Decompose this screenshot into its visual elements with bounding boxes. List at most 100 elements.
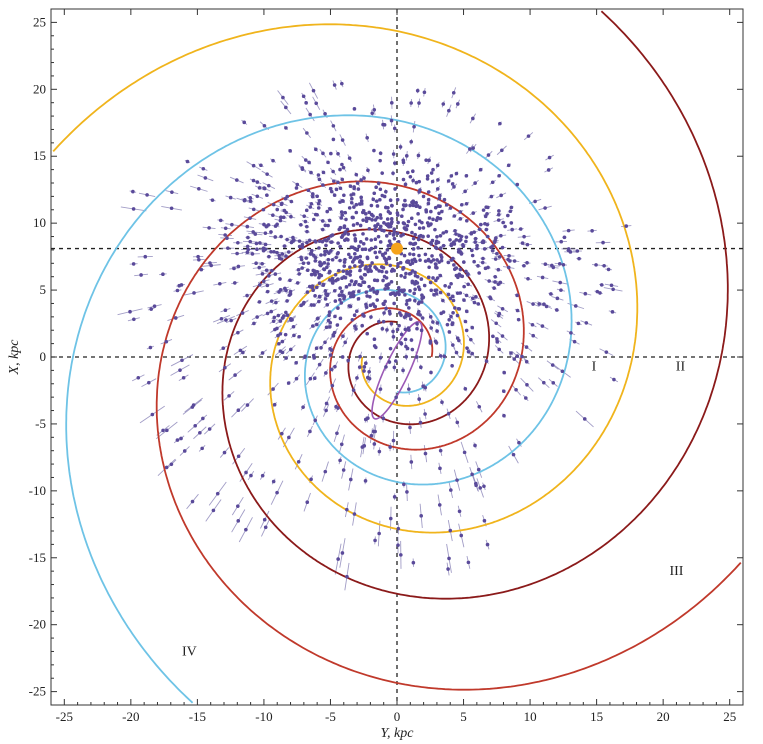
data-point — [303, 219, 308, 224]
data-point — [343, 275, 348, 280]
data-point — [328, 353, 333, 357]
data-point — [327, 218, 332, 223]
data-point — [310, 194, 315, 199]
data-point — [424, 208, 428, 212]
data-point — [478, 222, 483, 227]
data-point — [310, 285, 315, 290]
data-point — [396, 220, 400, 225]
data-point — [447, 285, 452, 289]
data-point — [418, 420, 423, 425]
data-point — [385, 328, 389, 332]
data-point — [417, 253, 421, 258]
data-point — [227, 394, 231, 398]
data-point — [361, 218, 365, 222]
data-point — [562, 235, 567, 240]
data-point — [284, 356, 288, 360]
data-point — [434, 245, 438, 250]
data-point — [319, 346, 323, 350]
data-point — [317, 177, 322, 182]
data-point — [242, 120, 247, 125]
data-point — [453, 306, 457, 310]
data-point — [289, 240, 294, 245]
data-point — [546, 168, 551, 172]
data-point — [332, 179, 336, 183]
data-point — [269, 309, 274, 314]
data-point — [389, 280, 394, 284]
data-point — [180, 358, 184, 363]
data-point — [454, 171, 459, 176]
data-point — [325, 303, 330, 307]
data-point — [382, 302, 386, 307]
data-point — [324, 401, 329, 406]
data-point — [409, 216, 414, 221]
data-point — [336, 557, 340, 561]
data-point — [393, 187, 397, 191]
data-point — [509, 351, 513, 355]
data-point — [434, 239, 439, 244]
data-point — [218, 218, 223, 223]
data-point — [181, 375, 186, 380]
data-point — [411, 200, 416, 205]
data-point — [322, 261, 327, 265]
data-point — [378, 240, 383, 244]
data-point — [305, 240, 309, 245]
data-point — [280, 316, 285, 320]
data-point — [397, 323, 401, 328]
x-tick-label: 15 — [590, 709, 603, 724]
data-point — [394, 395, 398, 400]
data-point — [520, 354, 524, 359]
data-point — [450, 322, 454, 327]
data-point — [441, 102, 446, 106]
data-point — [590, 228, 594, 233]
data-point — [461, 243, 465, 247]
data-point — [437, 193, 442, 198]
data-point — [360, 247, 365, 252]
data-point — [267, 274, 271, 278]
data-point — [191, 403, 196, 407]
data-point — [185, 159, 190, 164]
data-point — [438, 354, 443, 358]
data-point — [442, 197, 447, 202]
data-point — [352, 282, 357, 287]
data-point — [273, 235, 278, 239]
data-point — [426, 275, 431, 280]
data-point — [198, 430, 202, 435]
data-point — [346, 358, 350, 363]
data-point — [262, 517, 267, 522]
data-point — [486, 153, 491, 157]
data-point — [363, 479, 368, 483]
arm-label: II — [676, 359, 686, 374]
data-point — [266, 183, 271, 188]
data-point — [492, 286, 496, 290]
data-point — [295, 281, 300, 285]
data-point — [364, 216, 369, 221]
data-point — [337, 293, 342, 298]
data-point — [518, 227, 523, 231]
data-point — [583, 291, 588, 296]
data-point — [323, 249, 327, 254]
data-point — [561, 262, 566, 267]
data-point — [375, 278, 380, 283]
data-point — [245, 244, 250, 249]
data-point — [389, 221, 394, 226]
data-point — [331, 169, 335, 174]
data-point — [411, 252, 416, 257]
data-point — [475, 243, 479, 248]
data-point — [277, 253, 281, 258]
data-point — [366, 416, 370, 420]
data-point — [145, 193, 149, 197]
data-point — [418, 258, 422, 262]
data-point — [367, 370, 371, 374]
x-tick-label: -15 — [189, 709, 206, 724]
data-point — [497, 209, 501, 213]
data-point — [429, 171, 434, 175]
data-point — [537, 302, 542, 306]
data-point — [359, 199, 364, 203]
data-point — [325, 265, 329, 270]
data-point — [448, 296, 453, 301]
data-point — [392, 301, 396, 306]
data-point — [387, 255, 391, 260]
data-point — [566, 228, 571, 233]
data-point — [466, 560, 471, 565]
data-point — [332, 193, 337, 198]
